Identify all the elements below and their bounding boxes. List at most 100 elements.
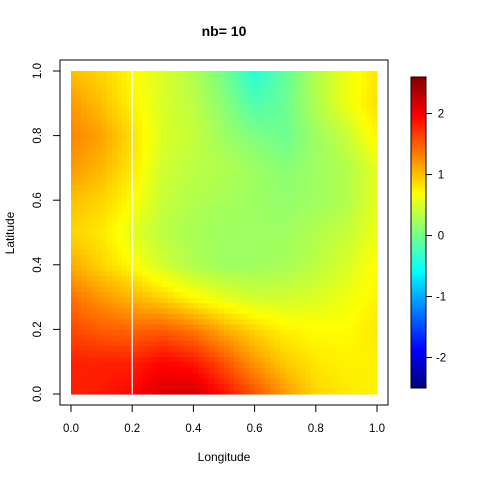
heatmap-cell bbox=[193, 97, 200, 104]
heatmap-cell bbox=[96, 97, 103, 104]
heatmap-cell bbox=[305, 167, 312, 174]
heatmap-cell bbox=[361, 361, 368, 368]
heatmap-cell bbox=[81, 232, 87, 239]
heatmap-cell bbox=[305, 286, 312, 293]
heatmap-cell bbox=[310, 210, 317, 217]
heatmap-cell bbox=[290, 162, 296, 169]
heatmap-cell bbox=[111, 334, 118, 341]
heatmap-cell bbox=[341, 130, 347, 137]
heatmap-cell bbox=[218, 286, 225, 293]
heatmap-cell bbox=[341, 221, 347, 228]
heatmap-cell bbox=[178, 227, 184, 234]
heatmap-cell bbox=[331, 318, 337, 325]
heatmap-cell bbox=[142, 270, 149, 277]
heatmap-cell bbox=[249, 248, 256, 255]
heatmap-cell bbox=[295, 157, 302, 164]
heatmap-cell bbox=[183, 189, 189, 196]
heatmap-cell bbox=[218, 307, 225, 314]
heatmap-cell bbox=[326, 173, 332, 180]
heatmap-cell bbox=[178, 297, 184, 304]
heatmap-cell bbox=[249, 318, 256, 325]
heatmap-cell bbox=[310, 146, 317, 153]
heatmap-cell bbox=[167, 367, 174, 374]
heatmap-cell bbox=[326, 135, 332, 142]
heatmap-cell bbox=[101, 184, 108, 191]
heatmap-cell bbox=[224, 92, 230, 99]
heatmap-cell bbox=[320, 140, 327, 147]
heatmap-cell bbox=[137, 162, 143, 169]
heatmap-cell bbox=[162, 372, 169, 379]
heatmap-cell bbox=[198, 227, 205, 234]
heatmap-cell bbox=[371, 71, 378, 77]
heatmap-cell bbox=[96, 184, 103, 191]
heatmap-cell bbox=[127, 313, 133, 320]
heatmap-cell bbox=[198, 318, 205, 325]
heatmap-cell bbox=[106, 334, 113, 341]
heatmap-cell bbox=[269, 103, 276, 110]
heatmap-cell bbox=[71, 318, 77, 325]
heatmap-cell bbox=[326, 103, 332, 110]
heatmap-cell bbox=[239, 151, 245, 158]
heatmap-cell bbox=[326, 114, 332, 121]
heatmap-cell bbox=[116, 318, 123, 325]
heatmap-cell bbox=[224, 286, 230, 293]
heatmap-cell bbox=[234, 275, 240, 282]
heatmap-cell bbox=[142, 173, 149, 180]
heatmap-cell bbox=[157, 340, 164, 347]
heatmap-cell bbox=[137, 167, 143, 174]
heatmap-cell bbox=[320, 383, 327, 390]
heatmap-cell bbox=[361, 377, 368, 384]
heatmap-cell bbox=[351, 286, 358, 293]
heatmap-cell bbox=[285, 210, 291, 217]
heatmap-cell bbox=[356, 243, 363, 250]
heatmap-cell bbox=[295, 254, 302, 261]
heatmap-cell bbox=[234, 130, 240, 137]
heatmap-cell bbox=[371, 140, 378, 147]
heatmap-cell bbox=[326, 237, 332, 244]
heatmap-cell bbox=[310, 71, 317, 77]
heatmap-cell bbox=[351, 361, 358, 368]
heatmap-cell bbox=[167, 259, 174, 266]
heatmap-cell bbox=[101, 318, 108, 325]
heatmap-cell bbox=[218, 318, 225, 325]
heatmap-cell bbox=[183, 324, 189, 330]
heatmap-cell bbox=[244, 383, 251, 390]
heatmap-cell bbox=[229, 275, 235, 282]
heatmap-cell bbox=[127, 297, 133, 304]
heatmap-cell bbox=[361, 275, 368, 282]
heatmap-cell bbox=[346, 162, 353, 169]
heatmap-cell bbox=[71, 167, 77, 174]
heatmap-cell bbox=[264, 114, 271, 121]
heatmap-cell bbox=[239, 324, 245, 330]
heatmap-cell bbox=[167, 280, 174, 287]
heatmap-cell bbox=[249, 140, 256, 147]
heatmap-cell bbox=[76, 237, 82, 244]
heatmap-cell bbox=[203, 345, 210, 352]
heatmap-cell bbox=[239, 210, 245, 217]
heatmap-cell bbox=[198, 243, 205, 250]
heatmap-cell bbox=[371, 307, 378, 314]
heatmap-cell bbox=[147, 114, 154, 121]
heatmap-cell bbox=[305, 275, 312, 282]
heatmap-cell bbox=[81, 280, 87, 287]
heatmap-cell bbox=[361, 227, 368, 234]
heatmap-cell bbox=[336, 280, 342, 287]
heatmap-cell bbox=[259, 232, 266, 239]
heatmap-cell bbox=[326, 324, 332, 330]
heatmap-cell bbox=[280, 135, 286, 142]
heatmap-cell bbox=[208, 280, 215, 287]
heatmap-cell bbox=[173, 205, 179, 212]
heatmap-cell bbox=[193, 178, 200, 185]
heatmap-cell bbox=[106, 383, 113, 390]
heatmap-cell bbox=[203, 216, 210, 223]
heatmap-cell bbox=[203, 173, 210, 180]
heatmap-cell bbox=[86, 173, 92, 180]
heatmap-cell bbox=[127, 291, 133, 298]
heatmap-cell bbox=[213, 259, 220, 266]
heatmap-cell bbox=[336, 334, 342, 341]
heatmap-cell bbox=[315, 119, 322, 126]
heatmap-cell bbox=[326, 227, 332, 234]
heatmap-cell bbox=[86, 329, 92, 336]
heatmap-cell bbox=[127, 71, 133, 77]
heatmap-cell bbox=[162, 184, 169, 191]
